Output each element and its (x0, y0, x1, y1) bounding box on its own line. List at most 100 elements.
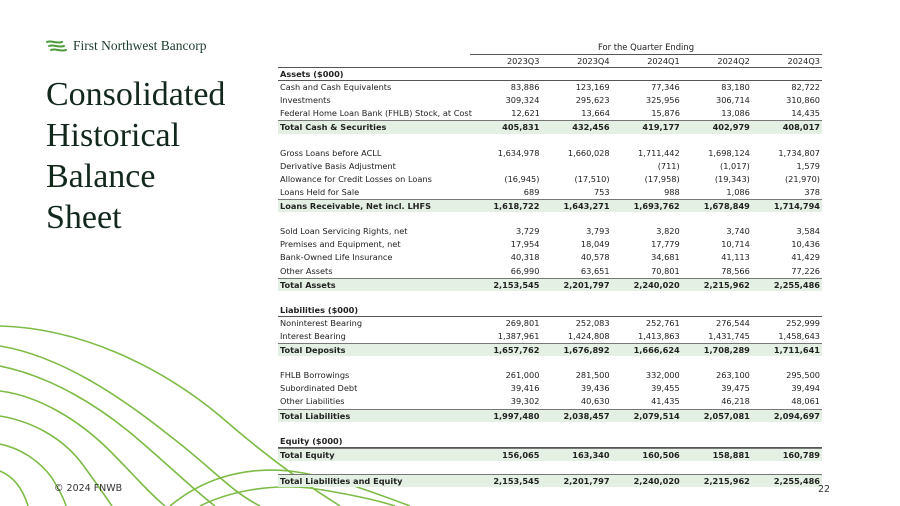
cell-value: 1,086 (726, 186, 750, 197)
cell-value: 12,621 (511, 108, 540, 119)
row-label: Total Liabilities (280, 410, 351, 421)
footer: © 2024 FNWB (54, 483, 123, 494)
cell-value: 1,458,643 (778, 330, 820, 341)
spacer (278, 461, 822, 474)
cell-value: 17,779 (651, 239, 680, 250)
table-row: Bank-Owned Life Insurance 40,318 40,578 34,… (278, 251, 822, 264)
total-row: Total Deposits 1,657,762 1,676,892 1,666,62… (278, 343, 822, 357)
row-label: Other Assets (280, 265, 333, 276)
row-label: Loans Receivable, Net incl. LHFS (280, 201, 432, 212)
table-row: Other Liabilities 39,302 40,630 41,435 46,21… (278, 395, 822, 408)
total-row: Total Liabilities 1,997,480 2,038,457 2,079… (278, 408, 822, 422)
cell-value: 2,215,962 (703, 279, 750, 290)
cell-value: 3,740 (726, 226, 750, 237)
cell-value: 2,201,797 (563, 476, 610, 486)
cell-value: 1,698,124 (708, 147, 750, 158)
cell-value: 3,729 (515, 226, 540, 237)
title-line: Balance (46, 158, 156, 195)
cell-value: 63,651 (580, 265, 610, 276)
row-label: Investments (280, 95, 331, 106)
table-row: Derivative Basis Adjustment (711) (1,017) 1… (278, 160, 822, 173)
cell-value: 252,761 (645, 317, 680, 328)
cell-value: 1,666,624 (633, 345, 680, 356)
cell-value: 3,820 (656, 226, 680, 237)
cell-value: 1,997,480 (493, 410, 540, 421)
column-header: 2024Q2 (717, 56, 750, 66)
cell-value: 1,660,028 (567, 147, 610, 158)
table-row: Cash and Cash Equivalents 83,886 123,169 77… (278, 81, 822, 94)
table-row: Other Assets 66,990 63,651 70,801 78,566 77,2… (278, 265, 822, 278)
cell-value: 1,634,978 (497, 147, 540, 158)
cell-value: 10,436 (791, 239, 820, 250)
row-label: Federal Home Loan Bank (FHLB) Stock, at … (280, 108, 472, 119)
row-label: Premises and Equipment, net (280, 239, 401, 250)
cell-value: 753 (593, 186, 610, 197)
cell-value: 163,340 (572, 449, 610, 460)
row-label: Total Equity (280, 449, 335, 460)
cell-value: 2,094,697 (773, 410, 820, 421)
total-row: Total Cash & Securities 405,831 432,456 419… (278, 120, 822, 134)
cell-value: 41,429 (791, 252, 820, 263)
table-caption: For the Quarter Ending (470, 41, 822, 55)
cell-value: 158,881 (712, 449, 750, 460)
cell-value: 40,578 (580, 252, 610, 263)
row-label: Gross Loans before ACLL (280, 147, 382, 158)
section-heading: Assets ($000) (280, 69, 344, 80)
cell-value: 1,734,807 (778, 147, 820, 158)
cell-value: 408,017 (782, 122, 820, 133)
row-label: Subordinated Debt (280, 383, 358, 394)
cell-value: 432,456 (572, 122, 610, 133)
row-label: Interest Bearing (280, 330, 346, 341)
page-number: 22 (818, 484, 831, 495)
table-row: Investments 309,324 295,623 325,956 306,714 3… (278, 94, 822, 107)
cell-value: 402,979 (712, 122, 750, 133)
row-label: Total Liabilities and Equity (280, 476, 403, 486)
cell-value: 2,240,020 (633, 476, 680, 486)
cell-value: 310,860 (786, 95, 820, 106)
cell-value: 2,215,962 (703, 476, 750, 486)
cell-value: 78,566 (721, 265, 750, 276)
cell-value: 34,681 (651, 252, 680, 263)
cell-value: 378 (804, 186, 820, 197)
table-row: Sold Loan Servicing Rights, net 3,729 3,79… (278, 225, 822, 238)
row-label: Total Deposits (280, 345, 346, 356)
section-heading-row: Assets ($000) (278, 68, 822, 82)
total-row: Total Assets 2,153,545 2,201,797 2,240,020 2… (278, 277, 822, 291)
logo-icon (46, 40, 67, 52)
cell-value: 160,789 (782, 449, 820, 460)
cell-value: 10,714 (721, 239, 750, 250)
title-line: Consolidated (46, 76, 226, 113)
cell-value: 306,714 (716, 95, 750, 106)
cell-value (541, 160, 611, 173)
cell-value: 48,061 (791, 396, 820, 407)
column-header: 2024Q1 (647, 56, 680, 66)
cell-value: 82,722 (791, 82, 820, 93)
cell-value: 41,113 (721, 252, 750, 263)
cell-value: 156,065 (502, 449, 540, 460)
row-label: Total Assets (280, 279, 336, 290)
cell-value: 77,346 (651, 82, 680, 93)
cell-value: 2,153,545 (493, 279, 540, 290)
cell-value: (19,343) (714, 173, 750, 184)
cell-value: 419,177 (642, 122, 680, 133)
cell-value: 309,324 (505, 95, 540, 106)
row-label: Other Liabilities (280, 396, 345, 407)
cell-value: 295,623 (575, 95, 610, 106)
row-label: Loans Held for Sale (280, 186, 360, 197)
cell-value: 1,387,961 (497, 330, 540, 341)
cell-value: 1,413,863 (638, 330, 680, 341)
cell-value: 2,255,486 (773, 279, 820, 290)
column-header-row: 2023Q3 2023Q4 2024Q1 2024Q2 2024Q3 (278, 55, 822, 69)
cell-value: (17,958) (644, 173, 680, 184)
row-label: Sold Loan Servicing Rights, net (280, 226, 408, 237)
cell-value: 1,657,762 (493, 345, 540, 356)
cell-value: 39,302 (510, 396, 540, 407)
cell-value: 263,100 (716, 370, 750, 381)
cell-value: (711) (657, 160, 680, 171)
cell-value: 14,435 (791, 108, 820, 119)
row-label: Cash and Cash Equivalents (280, 82, 392, 93)
spacer (278, 212, 822, 225)
table-row: Noninterest Bearing 269,801 252,083 252,761… (278, 317, 822, 330)
cell-value: 123,169 (575, 82, 610, 93)
